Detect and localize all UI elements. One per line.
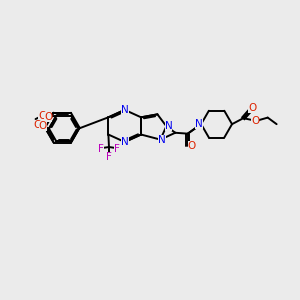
Text: N: N <box>165 121 172 131</box>
Text: N: N <box>158 136 166 146</box>
Text: O: O <box>39 121 47 131</box>
Text: O: O <box>188 141 196 151</box>
Text: O: O <box>34 120 42 130</box>
Text: O: O <box>38 111 46 121</box>
Text: F: F <box>114 143 120 154</box>
Text: O: O <box>248 103 256 113</box>
Text: O: O <box>251 116 259 126</box>
Text: F: F <box>106 152 112 162</box>
Text: O: O <box>44 112 52 122</box>
Text: F: F <box>98 143 103 154</box>
Text: N: N <box>196 118 203 128</box>
Text: N: N <box>121 137 129 147</box>
Text: N: N <box>121 105 129 115</box>
